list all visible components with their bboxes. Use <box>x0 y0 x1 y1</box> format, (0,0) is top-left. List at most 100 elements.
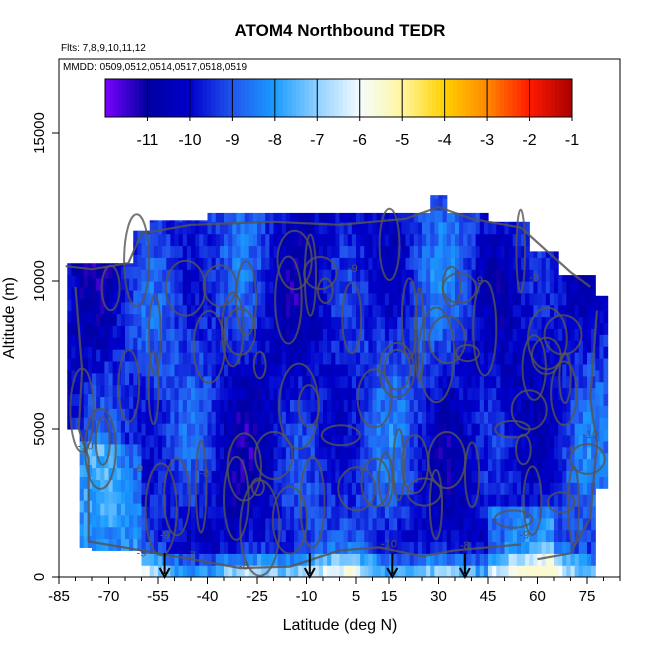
heatmap-cell <box>446 553 452 566</box>
heatmap-cell <box>591 275 596 282</box>
heatmap-cell <box>207 541 213 554</box>
heatmap-cell <box>199 470 204 483</box>
heatmap-cell <box>463 541 468 554</box>
heatmap-cell <box>199 340 204 353</box>
heatmap-cell <box>364 233 369 247</box>
contour-loop <box>493 509 534 529</box>
heatmap-cell <box>294 541 299 554</box>
heatmap-cell <box>335 363 341 377</box>
colorbar-swatch <box>181 79 187 117</box>
heatmap-cell <box>191 446 196 460</box>
heatmap-cell <box>137 514 143 528</box>
colorbar-swatch <box>550 79 556 117</box>
heatmap-cell <box>467 423 473 436</box>
heatmap-cell <box>533 505 539 519</box>
heatmap-cell <box>195 423 200 436</box>
heatmap-cell <box>525 221 530 235</box>
contour-loop <box>223 455 250 541</box>
heatmap-cell <box>149 399 155 412</box>
heatmap-cell <box>174 482 180 495</box>
heatmap-cell <box>463 292 468 306</box>
heatmap-cell <box>199 220 204 223</box>
heatmap-cell <box>327 352 332 365</box>
heatmap-cell <box>195 541 200 554</box>
heatmap-cell <box>92 325 97 338</box>
heatmap-cell <box>376 221 382 235</box>
heatmap-cell <box>244 316 250 329</box>
heatmap-cell <box>376 269 382 282</box>
heatmap-cell <box>389 423 394 436</box>
heatmap-cell <box>244 446 250 460</box>
heatmap-cell <box>351 458 357 472</box>
heatmap-cell <box>215 304 221 318</box>
heatmap-cell <box>409 328 415 341</box>
heatmap-cell <box>413 269 419 282</box>
heatmap-cell <box>413 529 419 543</box>
heatmap-cell <box>186 304 192 318</box>
heatmap-cell <box>137 278 143 291</box>
heatmap-cell <box>603 322 609 335</box>
heatmap-cell <box>446 375 452 389</box>
heatmap-cell <box>240 387 246 400</box>
heatmap-cell <box>149 352 155 365</box>
heatmap-cell <box>364 411 369 424</box>
heatmap-cell <box>240 399 246 412</box>
heatmap-cell <box>273 399 279 412</box>
colorbar-swatch <box>300 79 306 117</box>
heatmap-cell <box>492 446 497 460</box>
heatmap-cell <box>182 529 188 543</box>
heatmap-cell <box>376 281 382 294</box>
heatmap-cell <box>384 328 390 341</box>
heatmap-cell <box>372 292 378 306</box>
heatmap-cell <box>178 281 184 294</box>
heatmap-cell <box>310 399 316 412</box>
heatmap-cell <box>562 387 567 400</box>
heatmap-cell <box>240 352 246 365</box>
heatmap-cell <box>120 360 126 374</box>
heatmap-cell <box>269 423 275 436</box>
heatmap-cell <box>459 375 464 389</box>
heatmap-cell <box>434 209 440 223</box>
heatmap-cell <box>574 399 580 412</box>
heatmap-cell <box>496 411 501 424</box>
heatmap-cell <box>595 334 600 347</box>
heatmap-cell <box>578 399 584 412</box>
heatmap-cell <box>100 360 105 374</box>
heatmap-cell <box>558 411 563 424</box>
heatmap-cell <box>442 470 448 483</box>
heatmap-cell <box>298 245 303 258</box>
heatmap-cell <box>562 482 567 495</box>
heatmap-cell <box>277 458 283 472</box>
heatmap-cell <box>153 257 159 270</box>
heatmap-cell <box>236 482 242 495</box>
heatmap-cell <box>314 553 320 566</box>
heatmap-cell <box>191 363 196 377</box>
heatmap-cell <box>578 482 584 495</box>
heatmap-cell <box>285 458 291 472</box>
heatmap-cell <box>384 245 390 258</box>
heatmap-cell <box>327 257 332 270</box>
heatmap-cell <box>133 313 138 326</box>
heatmap-cell <box>314 423 320 436</box>
heatmap-cell <box>442 446 448 460</box>
heatmap-cell <box>306 458 312 472</box>
heatmap-cell <box>290 328 295 341</box>
heatmap-cell <box>265 363 270 377</box>
heatmap-cell <box>521 411 526 424</box>
heatmap-cell <box>409 411 415 424</box>
heatmap-cell <box>248 304 254 318</box>
heatmap-cell <box>496 387 501 400</box>
heatmap-cell <box>302 505 308 519</box>
heatmap-cell <box>219 423 225 436</box>
heatmap-cell <box>158 292 163 306</box>
heatmap-cell <box>125 325 130 338</box>
heatmap-cell <box>281 375 287 389</box>
heatmap-cell <box>351 304 357 318</box>
heatmap-cell <box>384 458 390 472</box>
heatmap-cell <box>75 381 81 395</box>
heatmap-cell <box>108 325 114 338</box>
heatmap-cell <box>347 233 353 247</box>
y-tick-label: 15000 <box>31 112 48 154</box>
heatmap-cell <box>467 233 473 247</box>
heatmap-cell <box>347 340 353 353</box>
